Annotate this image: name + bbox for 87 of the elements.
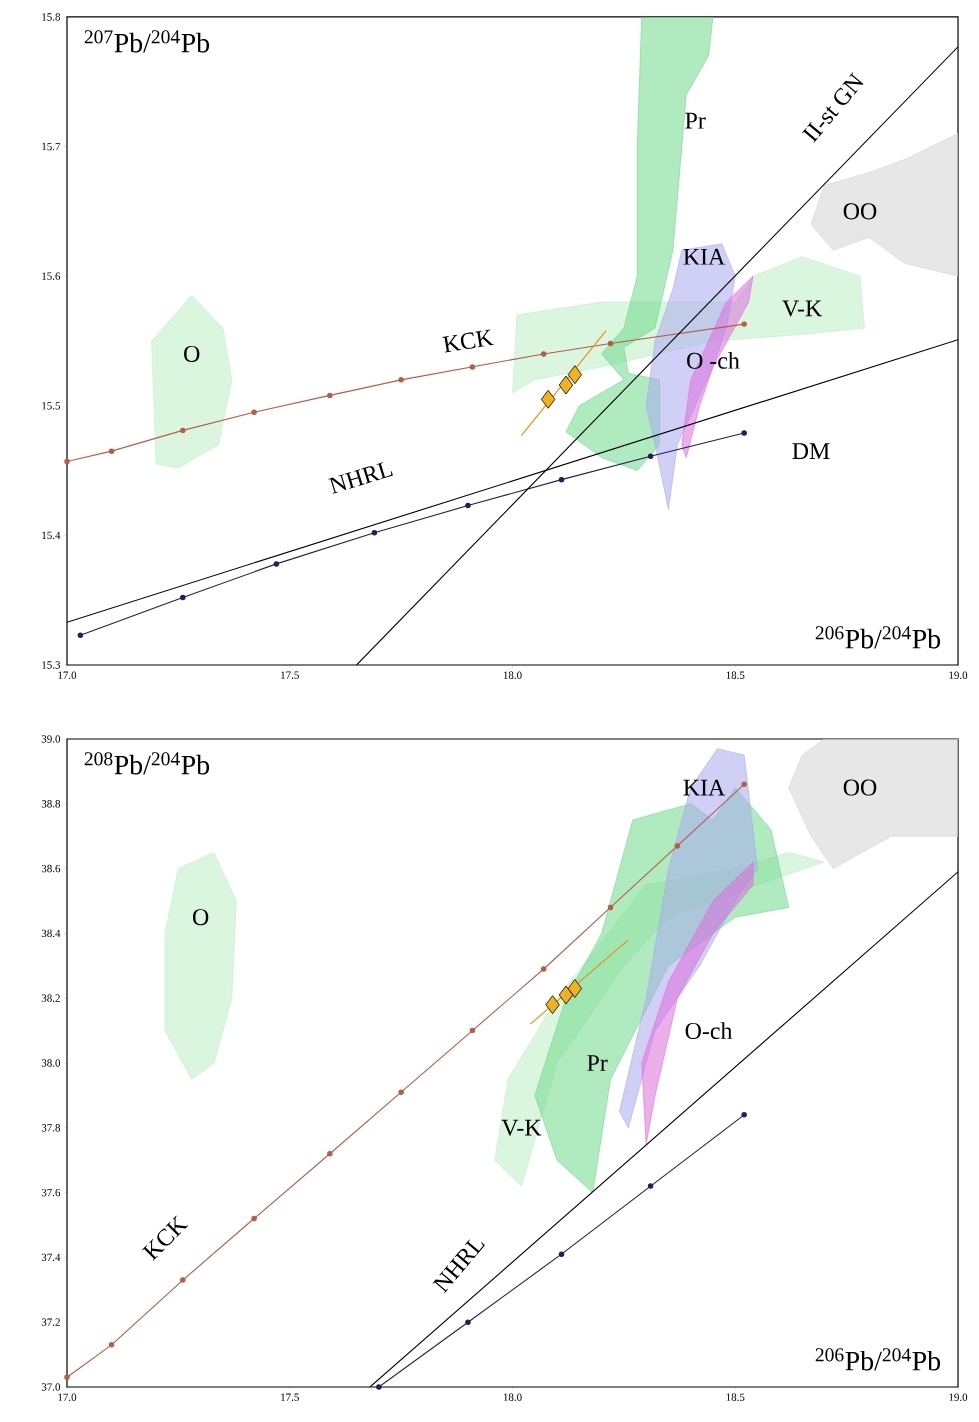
x-tick-label: 17.0	[58, 1393, 77, 1401]
point	[545, 995, 560, 1015]
y-tick-label: 37.2	[41, 1318, 60, 1326]
text: II-st GN	[801, 72, 864, 143]
point	[567, 979, 583, 998]
y-tick-label: 39.0	[41, 735, 61, 743]
point	[741, 1112, 747, 1118]
point	[327, 392, 333, 399]
series-label: Pr	[685, 112, 706, 129]
point	[108, 448, 115, 454]
y-tick-label: 37.6	[41, 1188, 61, 1197]
series-label: DM	[792, 443, 830, 459]
y-tick-label: 15.6	[42, 272, 61, 280]
point	[64, 1374, 70, 1381]
point	[741, 321, 747, 327]
point	[376, 1384, 382, 1390]
point	[647, 453, 654, 460]
y-tick-label: 15.7	[42, 142, 61, 151]
point	[180, 427, 186, 434]
x-axis-title: $^{206}$Pb/$^{204}$Pb	[815, 1348, 941, 1371]
y-tick-label: 15.3	[42, 661, 61, 669]
point	[558, 476, 565, 483]
series-label: KIA	[683, 779, 726, 796]
point	[108, 1342, 115, 1348]
point	[607, 340, 614, 347]
point	[607, 904, 614, 911]
x-tick-label: 17.5	[281, 671, 299, 679]
series-label: V-K	[501, 1119, 542, 1136]
x-tick-label: 18.0	[503, 1393, 522, 1401]
point	[64, 458, 70, 465]
point	[540, 351, 547, 357]
point	[327, 1150, 333, 1157]
x-tick-label: 19.0	[949, 671, 968, 679]
point	[558, 1251, 565, 1257]
x-axis-title: $^{206}$Pb/$^{204}$Pb	[815, 626, 941, 649]
y-tick-label: 37.8	[41, 1124, 61, 1132]
series-label: Pr	[587, 1055, 608, 1071]
point	[741, 781, 747, 788]
x-tick-label: 18.5	[726, 1393, 745, 1401]
y-tick-label: 15.4	[42, 531, 61, 540]
y-tick-label: 15.8	[42, 13, 61, 21]
text: NHRL	[328, 462, 393, 494]
series-label: O	[193, 909, 209, 926]
point	[273, 561, 280, 567]
series-label: OO	[843, 779, 877, 796]
y-tick-label: 37.0	[41, 1383, 61, 1391]
point	[558, 985, 574, 1005]
point	[180, 594, 186, 601]
x-tick-label: 18.5	[726, 671, 745, 679]
y-tick-label: 15.5	[42, 402, 61, 410]
y-tick-label: 38.4	[41, 929, 61, 938]
series-label: O	[184, 345, 200, 362]
y-tick-label: 38.6	[41, 864, 61, 873]
point	[398, 377, 404, 383]
y-tick-label: 38.0	[41, 1059, 61, 1067]
point	[741, 430, 747, 436]
point	[77, 632, 84, 638]
series-label: O-ch	[685, 1022, 733, 1039]
x-tick-label: 19.0	[949, 1393, 968, 1401]
y-axis-title: $^{207}$Pb/$^{204}$Pb	[84, 30, 210, 53]
point	[251, 409, 257, 415]
y-tick-label: 38.8	[41, 800, 61, 808]
point	[541, 389, 556, 409]
point	[674, 843, 681, 849]
series-label: OO	[843, 203, 877, 220]
point	[540, 966, 547, 972]
point	[647, 1183, 654, 1189]
x-tick-label: 17.0	[58, 671, 77, 679]
point	[567, 365, 583, 385]
point	[398, 1089, 404, 1095]
series-label: V-K	[782, 300, 822, 317]
point	[469, 364, 476, 370]
y-tick-label: 38.2	[41, 994, 60, 1002]
point	[469, 1027, 476, 1034]
y-axis-title: $^{208}$Pb/$^{204}$Pb	[84, 752, 210, 775]
point	[251, 1215, 257, 1222]
point	[465, 502, 471, 509]
point	[465, 1319, 471, 1325]
point	[180, 1277, 186, 1283]
series-label: KIA	[683, 248, 726, 265]
text: KCK	[442, 329, 494, 353]
x-tick-label: 17.5	[281, 1393, 299, 1401]
x-tick-label: 18.0	[503, 671, 522, 679]
point	[558, 375, 574, 395]
point	[371, 530, 378, 536]
y-tick-label: 37.4	[41, 1253, 61, 1262]
series-label: O -ch	[687, 352, 740, 369]
